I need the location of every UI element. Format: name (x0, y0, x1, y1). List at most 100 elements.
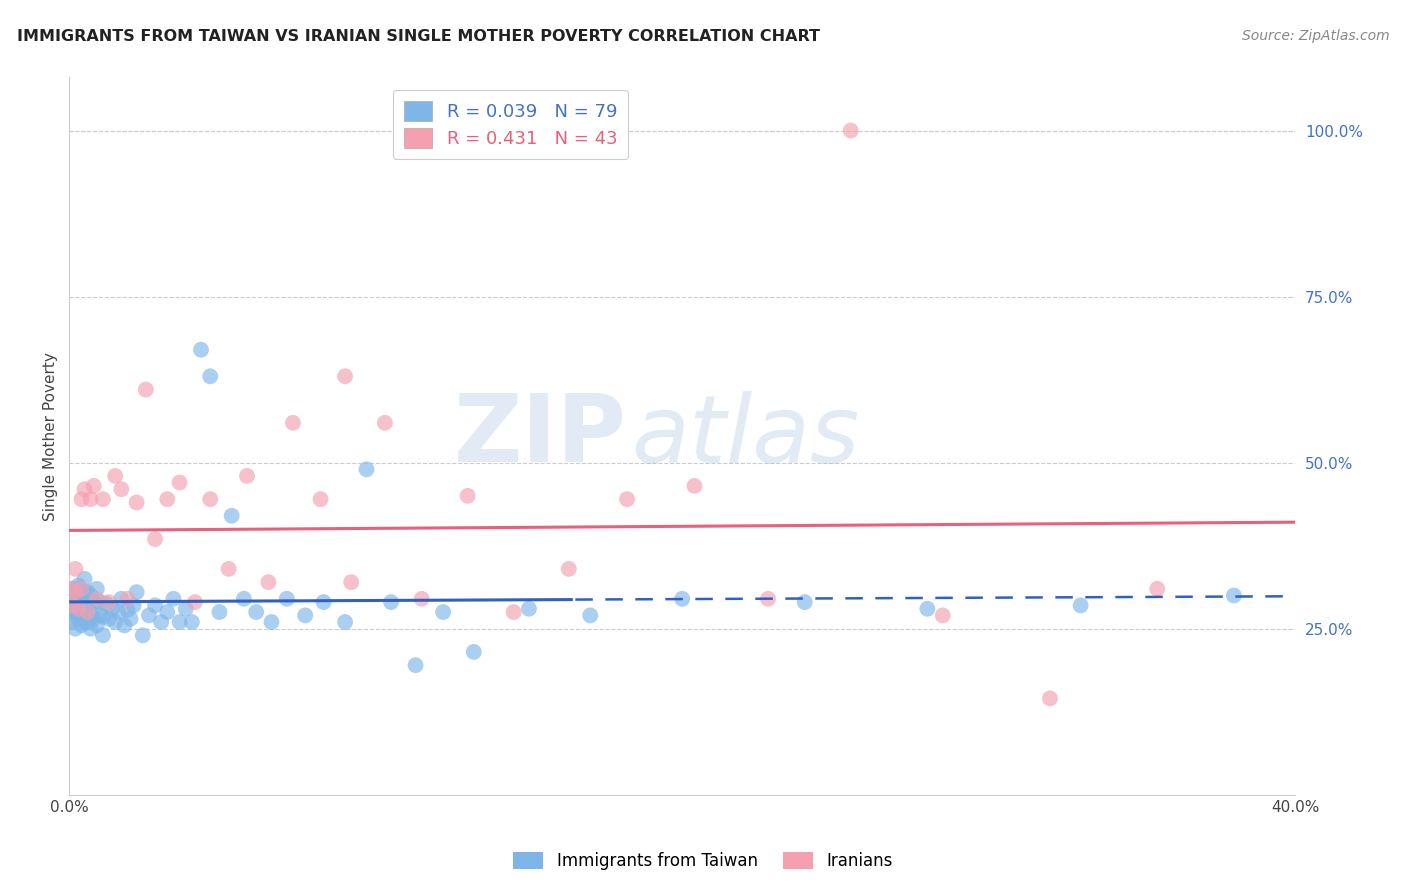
Point (65, 582, 87, 596)
Point (83, 479, 105, 493)
Text: IMMIGRANTS FROM TAIWAN VS IRANIAN SINGLE MOTHER POVERTY CORRELATION CHART: IMMIGRANTS FROM TAIWAN VS IRANIAN SINGLE… (17, 29, 820, 44)
Point (107, 605, 129, 619)
Point (65, 595, 87, 609)
Point (257, 575, 280, 590)
Point (117, 591, 139, 606)
Point (67, 595, 90, 609)
Point (86, 591, 108, 606)
Point (117, 603, 139, 617)
Point (91, 628, 114, 642)
Point (356, 462, 378, 476)
Point (73, 615, 96, 629)
Point (70, 585, 93, 599)
Point (65, 562, 87, 576)
Point (76, 599, 98, 613)
Point (73, 482, 96, 496)
Point (65, 585, 87, 599)
Point (70, 582, 93, 596)
Point (683, 479, 706, 493)
Point (67, 601, 90, 615)
Point (218, 562, 240, 576)
Point (169, 475, 191, 490)
Point (579, 608, 602, 623)
Point (67, 578, 90, 592)
Point (333, 369, 356, 384)
Point (110, 482, 132, 496)
Point (138, 608, 160, 623)
Point (135, 383, 157, 397)
Point (112, 618, 135, 632)
Point (671, 591, 693, 606)
Point (70, 608, 93, 623)
Point (89, 595, 111, 609)
Legend: Immigrants from Taiwan, Iranians: Immigrants from Taiwan, Iranians (506, 845, 900, 877)
Point (245, 605, 267, 619)
Point (76, 605, 98, 619)
Point (83, 595, 105, 609)
Point (281, 416, 304, 430)
Point (60, 582, 83, 596)
Point (174, 601, 197, 615)
Point (65, 605, 87, 619)
Point (60, 582, 83, 596)
Y-axis label: Single Mother Poverty: Single Mother Poverty (44, 351, 58, 521)
Point (232, 591, 254, 606)
Point (70, 618, 93, 632)
Point (132, 628, 155, 642)
Point (79, 605, 101, 619)
Point (60, 601, 83, 615)
Point (169, 615, 191, 629)
Point (65, 608, 87, 623)
Point (558, 562, 581, 576)
Point (756, 591, 779, 606)
Point (411, 591, 433, 606)
Point (67, 601, 90, 615)
Point (312, 595, 335, 609)
Point (1070, 599, 1092, 613)
Point (101, 601, 124, 615)
Point (91, 609, 114, 624)
Point (83, 612, 105, 626)
Point (125, 495, 148, 509)
Point (98, 595, 121, 609)
Point (333, 615, 356, 629)
Point (104, 469, 127, 483)
Text: Source: ZipAtlas.com: Source: ZipAtlas.com (1241, 29, 1389, 43)
Point (76, 585, 98, 599)
Point (76, 615, 98, 629)
Point (89, 608, 111, 623)
Point (432, 605, 454, 619)
Point (122, 599, 145, 613)
Point (110, 591, 132, 606)
Point (236, 469, 259, 483)
Point (793, 595, 815, 609)
Point (276, 591, 298, 606)
Point (200, 492, 222, 507)
Point (1146, 582, 1168, 596)
Point (156, 605, 179, 619)
Point (184, 595, 207, 609)
Point (79, 622, 101, 636)
Point (260, 615, 283, 629)
Point (79, 492, 101, 507)
Point (917, 601, 939, 615)
Point (60, 615, 83, 629)
Point (616, 492, 638, 507)
Point (91, 492, 114, 507)
Point (405, 658, 427, 673)
Point (98, 612, 121, 626)
Point (86, 618, 108, 632)
Point (60, 599, 83, 613)
Point (309, 492, 332, 507)
Point (86, 582, 108, 596)
Point (125, 585, 148, 599)
Point (67, 612, 90, 626)
Legend: R = 0.039   N = 79, R = 0.431   N = 43: R = 0.039 N = 79, R = 0.431 N = 43 (392, 90, 628, 159)
Point (73, 572, 96, 586)
Text: atlas: atlas (631, 391, 859, 482)
Point (150, 615, 173, 629)
Point (463, 645, 485, 659)
Point (156, 492, 179, 507)
Point (65, 622, 87, 636)
Point (162, 591, 184, 606)
